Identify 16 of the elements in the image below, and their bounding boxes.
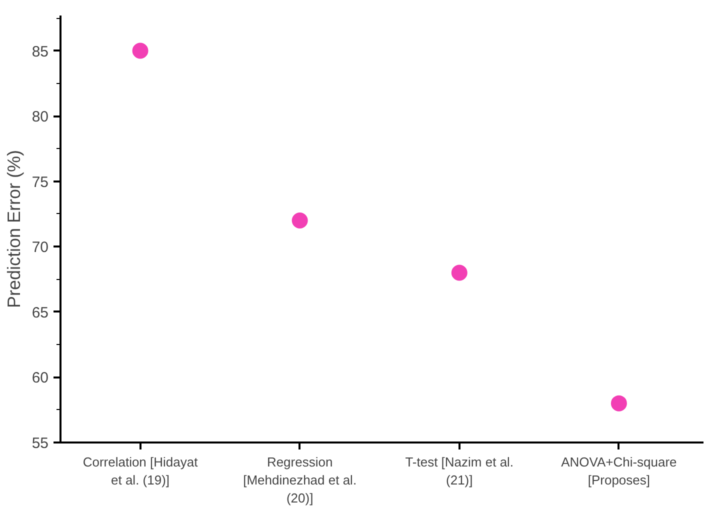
point — [292, 212, 308, 228]
y-tick-label: 75 — [32, 174, 49, 191]
x-tick-label: T-test [Nazim et al. (21)] — [405, 454, 514, 488]
point — [451, 264, 468, 281]
y-tick-label: 65 — [32, 304, 49, 322]
x-tick-label: ANOVA+Chi-square [Proposes] — [561, 454, 677, 488]
y-tick-label: 70 — [32, 239, 49, 256]
y-axis-title: Prediction Error (%) — [4, 150, 24, 308]
x-tick-label: Regression [Mehdinezhad et al. (20)] — [243, 454, 357, 506]
y-tick-label: 60 — [32, 370, 49, 387]
point — [132, 42, 148, 59]
x-tick-label: Correlation [Hidayat et al. (19)] — [82, 454, 198, 488]
y-tick-label: 55 — [32, 435, 49, 452]
y-tick-label: 80 — [32, 108, 49, 126]
y-tick-label: 85 — [32, 43, 49, 60]
point — [610, 395, 627, 412]
